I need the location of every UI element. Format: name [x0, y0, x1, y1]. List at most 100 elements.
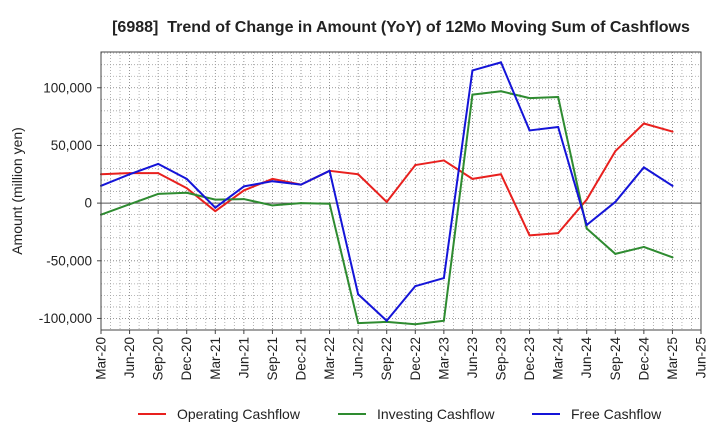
x-tick-label: Sep-20 [151, 337, 166, 381]
data-point-free-cashflow [300, 183, 302, 186]
x-tick-label: Mar-23 [436, 337, 451, 380]
data-point-free-cashflow [442, 277, 445, 280]
y-tick-label: 0 [84, 196, 92, 211]
grid [100, 52, 702, 331]
data-point-free-cashflow [671, 184, 674, 187]
data-point-investing-cashflow [300, 202, 302, 205]
data-point-operating-cashflow [557, 232, 560, 235]
data-point-free-cashflow [500, 61, 502, 64]
data-point-free-cashflow [642, 166, 645, 169]
y-tick-label: -100,000 [39, 311, 92, 326]
x-tick-label: Mar-20 [94, 337, 109, 380]
y-axis: -100,000 -50,000 0 50,000 100,000 [39, 80, 101, 326]
data-point-operating-cashflow [671, 130, 674, 133]
data-point-free-cashflow [242, 185, 245, 188]
x-tick-label: Mar-21 [208, 337, 223, 380]
plot-frame [100, 51, 702, 331]
data-point-investing-cashflow [328, 202, 331, 205]
data-point-investing-cashflow [357, 322, 360, 325]
x-tick-label: Dec-23 [522, 337, 537, 381]
data-point-investing-cashflow [528, 97, 531, 100]
data-point-free-cashflow [557, 125, 560, 128]
data-point-investing-cashflow [642, 245, 645, 248]
data-point-free-cashflow [585, 224, 588, 227]
data-point-free-cashflow [185, 177, 188, 180]
data-point-operating-cashflow [214, 210, 217, 213]
y-axis-label: Amount (million yen) [9, 127, 25, 255]
x-tick-label: Sep-22 [379, 337, 394, 381]
legend-label-investing-cashflow: Investing Cashflow [377, 406, 495, 422]
data-point-free-cashflow [385, 319, 388, 322]
legend: Operating Cashflow Investing Cashflow Fr… [138, 406, 662, 422]
data-point-free-cashflow [271, 180, 274, 183]
data-point-free-cashflow [614, 200, 617, 203]
y-tick-label: 100,000 [43, 80, 92, 95]
data-point-investing-cashflow [157, 192, 160, 195]
y-tick-label: 50,000 [51, 138, 92, 153]
data-point-investing-cashflow [442, 319, 445, 322]
data-point-operating-cashflow [614, 150, 617, 153]
data-point-investing-cashflow [585, 227, 588, 230]
data-point-investing-cashflow [185, 191, 188, 194]
data-point-investing-cashflow [271, 204, 274, 207]
data-point-investing-cashflow [614, 252, 617, 255]
series-free-cashflow [100, 61, 674, 322]
data-point-free-cashflow [157, 162, 160, 165]
data-point-investing-cashflow [128, 203, 131, 206]
x-tick-label: Jun-21 [236, 337, 251, 378]
data-point-operating-cashflow [385, 200, 388, 203]
x-tick-label: Jun-20 [122, 337, 137, 378]
data-point-operating-cashflow [585, 198, 588, 201]
x-tick-label: Mar-22 [322, 337, 337, 380]
data-point-operating-cashflow [242, 189, 245, 192]
x-tick-label: Sep-23 [494, 337, 509, 381]
series-layer [100, 61, 674, 326]
data-point-operating-cashflow [271, 177, 274, 180]
data-point-operating-cashflow [500, 173, 502, 176]
legend-item-free-cashflow: Free Cashflow [532, 406, 662, 422]
x-tick-label: Sep-24 [608, 337, 623, 381]
data-point-operating-cashflow [528, 234, 531, 237]
data-point-investing-cashflow [414, 323, 417, 326]
x-tick-label: Dec-22 [408, 337, 423, 381]
data-point-free-cashflow [128, 173, 131, 176]
x-tick-label: Dec-21 [294, 337, 309, 381]
legend-label-free-cashflow: Free Cashflow [571, 406, 662, 422]
x-tick-label: Mar-24 [551, 337, 566, 380]
data-point-operating-cashflow [642, 122, 645, 125]
data-point-investing-cashflow [557, 95, 560, 98]
data-point-operating-cashflow [442, 159, 445, 162]
x-tick-label: Dec-24 [636, 337, 651, 381]
x-tick-label: Mar-25 [665, 337, 680, 380]
data-point-investing-cashflow [214, 198, 217, 201]
data-point-free-cashflow [328, 169, 331, 172]
data-point-operating-cashflow [357, 173, 360, 176]
x-tick-label: Jun-25 [694, 337, 709, 378]
data-point-investing-cashflow [500, 90, 502, 93]
data-point-investing-cashflow [671, 256, 674, 259]
chart-title: [6988] Trend of Change in Amount (YoY) o… [112, 19, 690, 36]
x-tick-label: Dec-20 [179, 337, 194, 381]
data-point-operating-cashflow [414, 164, 417, 167]
data-point-free-cashflow [357, 293, 360, 296]
y-tick-label: -50,000 [46, 253, 92, 268]
x-tick-label: Jun-24 [579, 337, 594, 379]
x-axis: Mar-20 Jun-20 Sep-20 Dec-20 Mar-21 Jun-21 Sep-… [94, 330, 709, 381]
series-investing-cashflow [100, 90, 674, 326]
x-tick-label: Sep-21 [265, 337, 280, 381]
data-point-operating-cashflow [157, 172, 160, 175]
x-tick-label: Jun-23 [465, 337, 480, 378]
legend-item-investing-cashflow: Investing Cashflow [338, 406, 495, 422]
data-point-free-cashflow [214, 206, 217, 209]
data-point-free-cashflow [528, 129, 531, 132]
legend-label-operating-cashflow: Operating Cashflow [177, 406, 301, 422]
data-point-free-cashflow [471, 69, 474, 72]
legend-item-operating-cashflow: Operating Cashflow [138, 406, 301, 422]
data-point-operating-cashflow [185, 187, 188, 190]
data-point-operating-cashflow [471, 177, 474, 180]
x-tick-label: Jun-22 [351, 337, 366, 378]
data-point-investing-cashflow [471, 93, 474, 96]
data-point-free-cashflow [414, 285, 417, 288]
